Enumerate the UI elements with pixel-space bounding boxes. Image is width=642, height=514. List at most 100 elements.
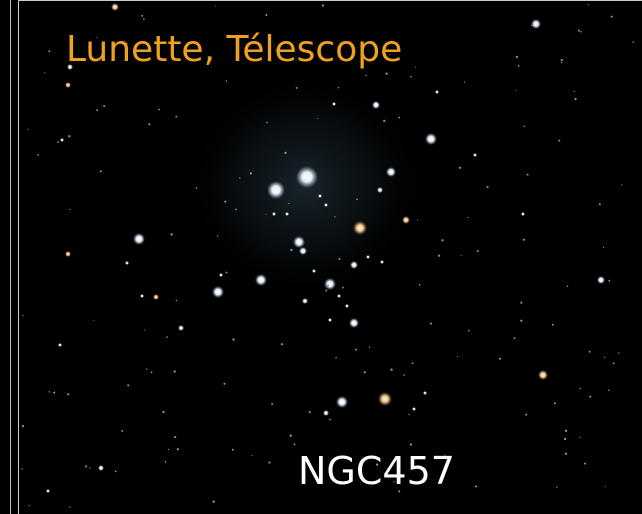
star [402,216,410,224]
faint-star [564,438,566,440]
faint-star [608,280,610,282]
faint-star [49,391,50,392]
faint-star [410,76,412,78]
faint-star [599,203,601,205]
faint-star [96,109,98,111]
star [521,212,525,216]
star [531,19,541,29]
faint-star [398,117,400,119]
faint-star [232,338,234,340]
faint-star [196,187,198,189]
faint-star [69,506,70,507]
faint-star [523,239,525,241]
faint-star [390,368,392,370]
faint-star [524,125,526,127]
faint-star [584,463,586,465]
star [65,251,71,257]
faint-star [461,255,462,256]
faint-star [613,362,615,364]
star [58,343,62,347]
star [378,392,392,406]
faint-star [235,209,237,211]
faint-star [475,485,477,487]
star [318,194,322,198]
star [328,318,332,322]
faint-star [355,349,357,351]
faint-star [166,336,168,338]
faint-star [430,323,432,325]
faint-star [89,468,90,469]
faint-star [499,358,501,360]
faint-star [565,453,567,455]
star [336,396,348,408]
faint-star [459,167,461,169]
star [435,90,439,94]
star [111,3,119,11]
faint-star [170,233,172,235]
faint-star [224,201,226,203]
faint-star [561,59,563,61]
star [285,212,289,216]
faint-star [457,356,458,357]
faint-star [239,177,240,178]
faint-star [588,4,589,5]
star [153,294,159,300]
faint-star [121,430,123,432]
star [324,278,336,290]
faint-star [441,239,443,241]
star [60,138,64,142]
star [423,391,427,395]
faint-star [552,324,554,326]
faint-star [69,209,70,210]
faint-star [410,443,412,445]
faint-star [574,98,576,100]
star [353,221,367,235]
faint-star [175,116,177,118]
faint-star [268,462,270,464]
faint-star [356,199,358,201]
faint-star [217,235,218,236]
faint-star [554,402,556,404]
star [323,410,329,416]
faint-star [288,203,289,204]
faint-star [589,396,591,398]
faint-star [589,351,591,353]
star [349,318,359,328]
faint-star [527,174,529,176]
faint-star [174,436,176,438]
faint-star [144,329,145,330]
faint-star [177,448,179,450]
star [597,276,605,284]
faint-star [53,392,55,394]
star [425,133,437,145]
faint-star [369,346,370,347]
faint-star [408,414,409,415]
star [98,465,104,471]
star [380,260,384,264]
faint-star [525,414,527,416]
star [267,181,285,199]
faint-star [322,4,324,6]
star [372,101,380,109]
faint-star [412,362,414,364]
faint-star [467,217,468,218]
star [345,304,349,308]
star [255,274,267,286]
faint-star [100,170,102,172]
faint-star [37,154,39,156]
faint-star [383,120,385,122]
faint-star [335,357,337,359]
faint-star [22,315,23,316]
faint-star [567,285,569,287]
faint-star [165,461,167,463]
faint-star [176,300,178,302]
faint-star [284,152,286,154]
star [473,153,477,157]
faint-star [232,449,234,451]
star [219,273,223,277]
star [302,298,308,304]
star [133,233,145,245]
faint-star [266,122,268,124]
star [332,102,336,106]
faint-star [415,67,416,68]
